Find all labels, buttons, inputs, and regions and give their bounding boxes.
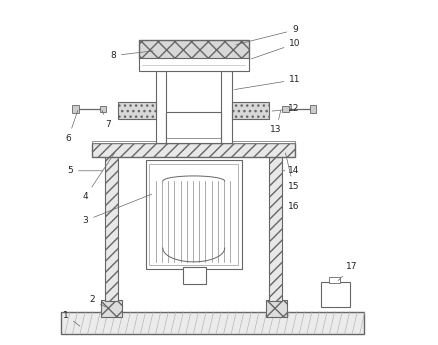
Bar	[166, 112, 221, 143]
Text: 12: 12	[272, 105, 298, 114]
Bar	[328, 277, 339, 283]
Text: 17: 17	[338, 263, 357, 280]
Bar	[138, 40, 248, 59]
Bar	[268, 150, 282, 301]
Bar	[101, 300, 121, 317]
Bar	[145, 160, 241, 269]
Bar	[221, 71, 231, 143]
Bar	[105, 150, 118, 301]
Bar	[118, 102, 155, 119]
Bar	[265, 300, 286, 317]
Text: 6: 6	[65, 110, 78, 142]
Text: 7: 7	[102, 110, 110, 129]
Text: 15: 15	[285, 153, 298, 191]
Text: 2: 2	[89, 295, 105, 307]
Text: 3: 3	[82, 194, 151, 225]
Text: 1: 1	[63, 310, 80, 326]
Bar	[320, 283, 349, 306]
Text: 9: 9	[235, 26, 297, 45]
Bar	[183, 267, 205, 284]
Text: 13: 13	[270, 111, 281, 134]
Text: 14: 14	[282, 166, 298, 175]
Bar	[138, 58, 248, 71]
Text: 16: 16	[282, 200, 298, 211]
Bar	[282, 106, 288, 112]
Bar	[155, 71, 166, 143]
Bar	[92, 143, 294, 157]
Text: 11: 11	[234, 75, 300, 90]
Text: 10: 10	[251, 39, 300, 59]
Bar	[309, 105, 315, 113]
Text: 4: 4	[82, 152, 115, 201]
Bar	[149, 164, 238, 265]
Bar	[72, 105, 78, 113]
Bar	[100, 106, 106, 112]
Bar	[231, 102, 268, 119]
Bar	[61, 312, 363, 334]
Bar	[92, 140, 294, 143]
Text: 8: 8	[110, 51, 153, 60]
Text: 5: 5	[67, 166, 102, 175]
